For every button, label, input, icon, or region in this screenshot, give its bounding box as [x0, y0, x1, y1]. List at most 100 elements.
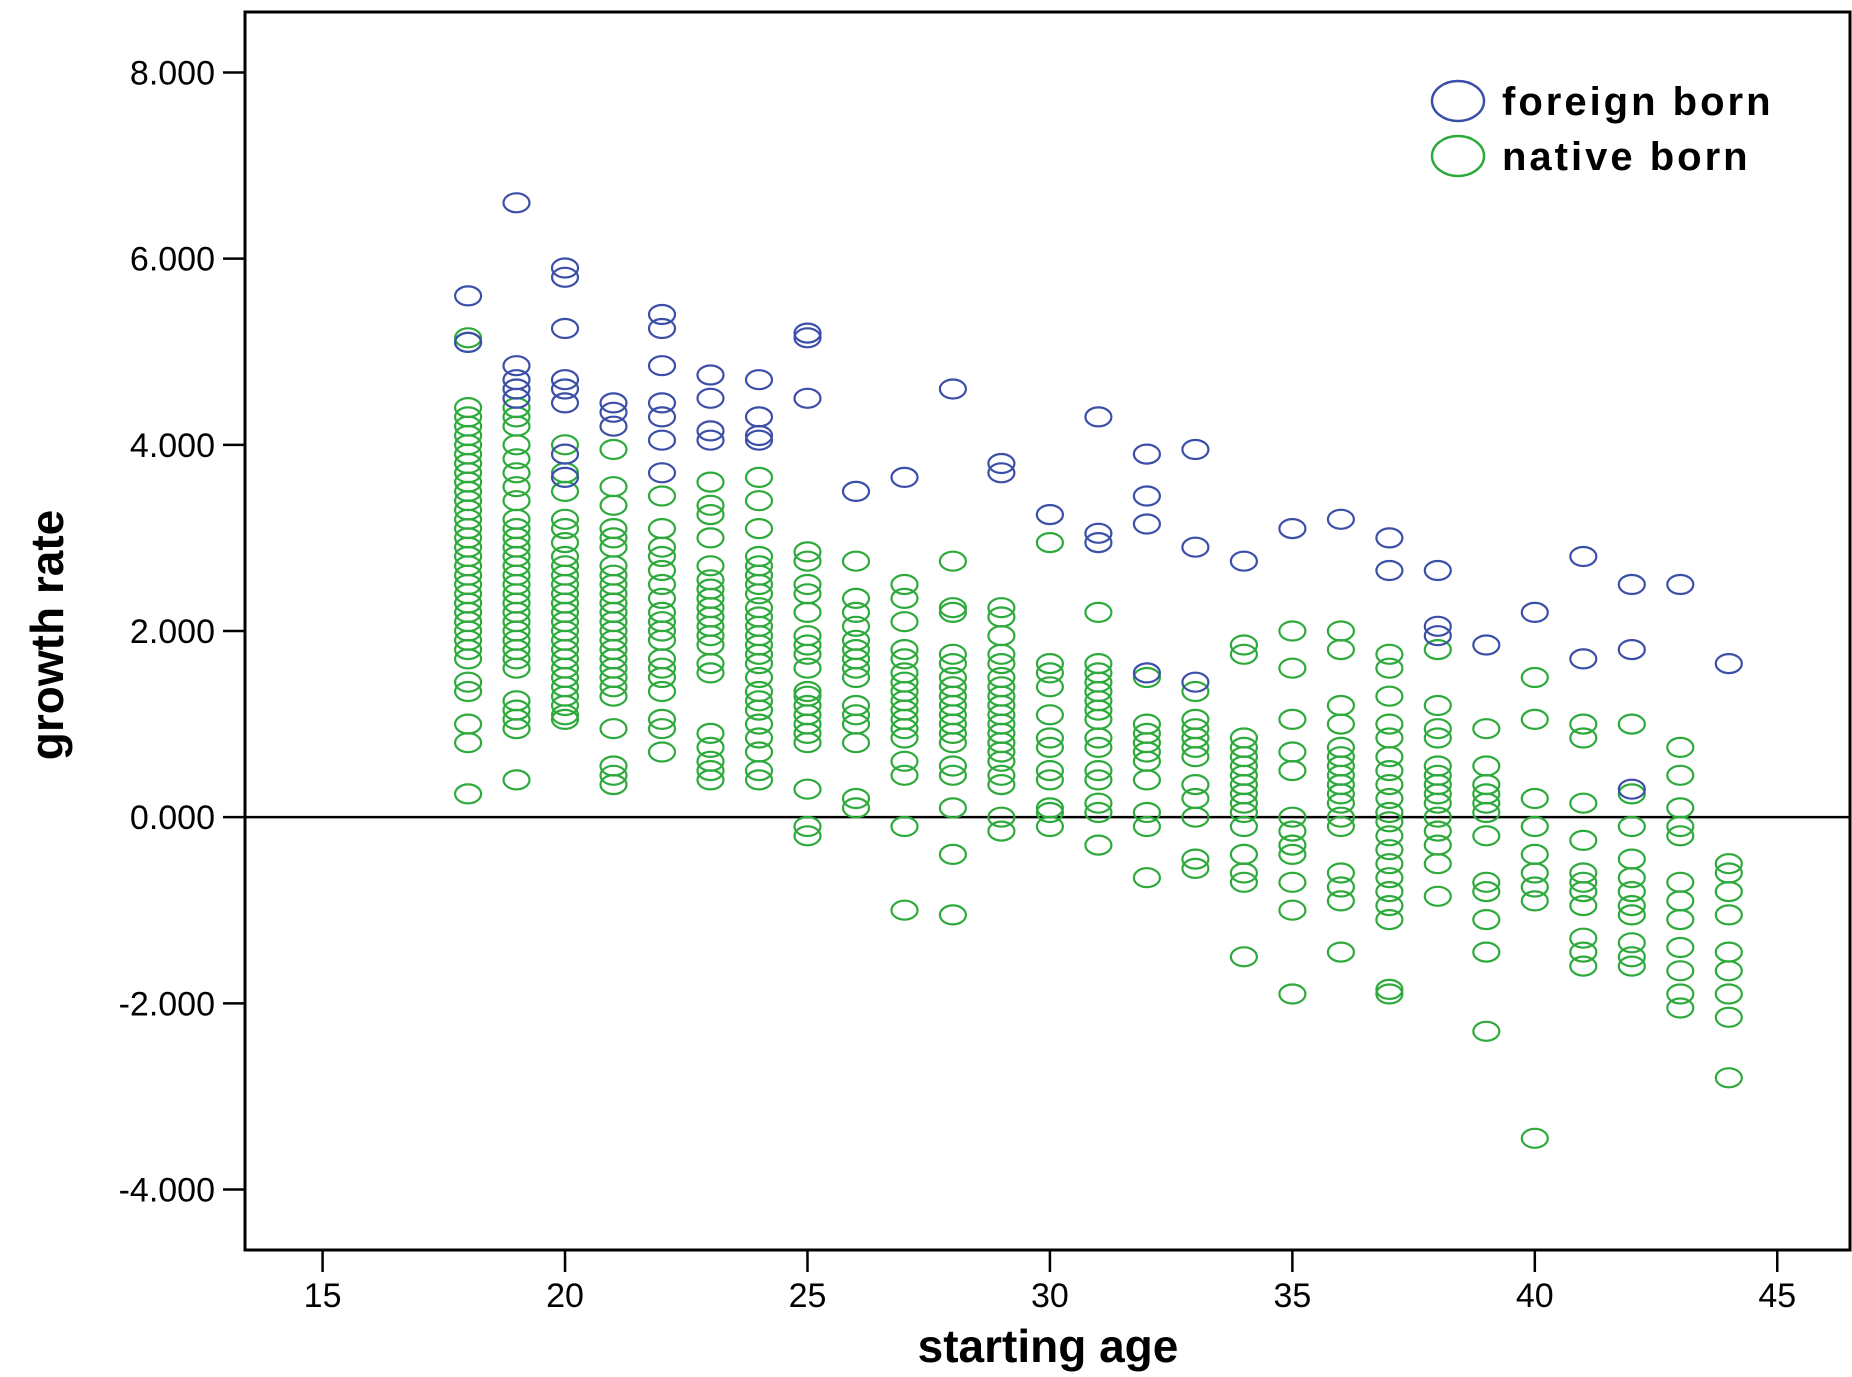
data-point: [1181, 438, 1210, 461]
data-point: [1375, 839, 1404, 861]
data-point: [1278, 899, 1307, 921]
data-point: [1423, 853, 1452, 875]
data-point: [744, 369, 774, 391]
data-point: [1229, 634, 1259, 656]
data-point: [1666, 997, 1695, 1019]
data-point: [599, 494, 628, 516]
series-native-born: [454, 327, 1743, 1149]
data-point: [1035, 769, 1065, 791]
data-point: [454, 671, 483, 693]
data-point: [1617, 778, 1646, 800]
data-point: [550, 708, 580, 731]
data-point: [550, 317, 580, 340]
data-point: [696, 364, 725, 386]
data-point: [647, 317, 677, 340]
data-point: [647, 559, 677, 582]
data-point: [1375, 773, 1404, 796]
data-point: [938, 904, 968, 926]
data-point: [1375, 527, 1404, 549]
data-point: [1229, 946, 1259, 968]
data-point: [987, 597, 1016, 619]
data-point: [1326, 792, 1356, 814]
data-point: [793, 680, 822, 703]
data-point: [502, 769, 531, 791]
y-tick-label: 2.000: [130, 613, 215, 651]
data-point: [1181, 736, 1210, 759]
data-point: [1472, 801, 1501, 824]
data-point: [1181, 680, 1210, 703]
data-point: [1569, 927, 1598, 949]
data-point: [1132, 662, 1162, 684]
data-point: [647, 485, 677, 507]
data-point: [1569, 941, 1598, 963]
data-point: [1326, 713, 1356, 735]
data-point: [696, 387, 725, 409]
data-point: [1084, 759, 1113, 782]
data-point: [696, 662, 725, 684]
data-point: [938, 652, 968, 675]
data-point: [1035, 531, 1065, 554]
data-point: [454, 285, 483, 307]
data-point: [890, 648, 919, 670]
data-point: [502, 708, 531, 731]
data-point: [938, 797, 968, 819]
data-point: [1181, 746, 1210, 768]
data-point: [454, 680, 483, 703]
legend-label: native born: [1502, 135, 1751, 179]
data-point: [454, 327, 483, 349]
data-point: [1229, 862, 1259, 884]
data-point: [1375, 759, 1404, 782]
data-point: [744, 490, 774, 512]
data-point: [744, 424, 774, 447]
data-point: [502, 355, 531, 377]
data-point: [1181, 806, 1210, 828]
data-point: [1084, 792, 1113, 814]
data-point: [987, 643, 1016, 665]
data-point: [1229, 792, 1259, 814]
data-point: [1229, 801, 1259, 824]
data-point: [1035, 704, 1065, 726]
data-point: [454, 732, 483, 754]
data-point: [938, 378, 968, 400]
data-point: [1617, 713, 1646, 735]
data-point: [1617, 946, 1646, 968]
data-point: [1569, 829, 1598, 852]
data-point: [1423, 625, 1452, 647]
data-point: [1423, 792, 1452, 814]
data-point: [1375, 746, 1404, 768]
data-point: [1326, 862, 1356, 884]
data-point: [1035, 727, 1065, 749]
data-point: [647, 392, 677, 414]
data-points: [454, 192, 1743, 1149]
data-point: [987, 764, 1016, 786]
data-point: [1714, 983, 1743, 1005]
data-point: [1084, 801, 1113, 824]
data-point: [1569, 648, 1598, 670]
data-point: [1278, 657, 1307, 679]
data-point: [938, 643, 968, 665]
data-point: [1569, 894, 1598, 917]
data-point: [793, 634, 822, 656]
data-point: [1035, 736, 1065, 759]
data-point: [454, 331, 483, 353]
data-point: [647, 429, 677, 451]
data-point: [1035, 503, 1065, 526]
data-point: [1326, 783, 1356, 805]
data-point: [1617, 904, 1646, 926]
data-point: [1278, 620, 1307, 642]
data-point: [1423, 638, 1452, 661]
data-point: [841, 615, 871, 637]
data-point: [1375, 787, 1404, 810]
data-point: [987, 462, 1016, 484]
data-point: [647, 741, 677, 763]
data-point: [1084, 699, 1113, 721]
data-point: [1132, 815, 1162, 838]
data-point: [1617, 783, 1646, 805]
data-point: [599, 392, 628, 414]
data-point: [1084, 522, 1113, 544]
data-point: [987, 773, 1016, 796]
data-point: [1035, 662, 1065, 684]
data-point: [1375, 894, 1404, 917]
data-point: [793, 601, 822, 624]
